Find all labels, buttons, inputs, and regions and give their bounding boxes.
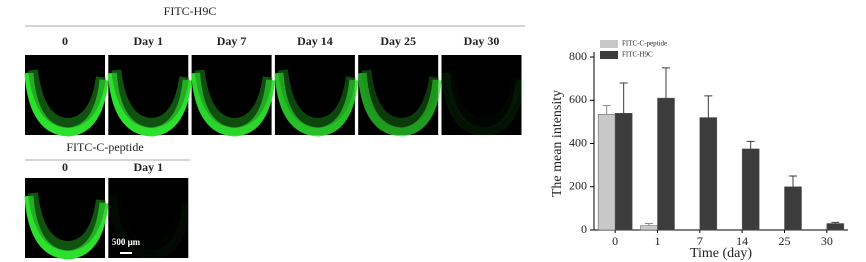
column-label: Day 1: [133, 160, 163, 174]
fluorescence-glow: [444, 69, 523, 129]
y-tick-label: 200: [569, 179, 587, 193]
error-bar: [789, 175, 797, 187]
y-tick-label: 400: [569, 135, 587, 149]
y-tick-label: 800: [569, 49, 587, 63]
x-axis-label: Time (day): [690, 246, 752, 261]
column-label: Day 14: [297, 34, 333, 48]
error-bar: [619, 82, 628, 114]
fluorescence-glow: [361, 69, 440, 129]
panel-title: FITC-C-peptide: [66, 140, 143, 154]
bar: [597, 114, 616, 231]
legend-label: FITC-H9C: [622, 51, 653, 59]
error-bar: [831, 221, 840, 224]
bar: [699, 117, 718, 231]
y-axis-label: The mean intensity: [550, 90, 565, 197]
x-tick-label: 1: [655, 234, 661, 248]
x-tick-label: 0: [612, 234, 618, 248]
fluorescence: [24, 195, 109, 260]
bar: [640, 225, 658, 231]
fluorescence: [274, 72, 359, 137]
fluorescence: [24, 72, 109, 137]
fluorescence: [107, 195, 192, 260]
error-bar: [662, 67, 670, 99]
column-label: 0: [62, 160, 68, 174]
fluorescence-glow: [28, 69, 106, 129]
error-bar: [746, 140, 755, 149]
x-tick-label: 30: [821, 234, 833, 248]
y-tick-label: 600: [569, 92, 587, 106]
column-label: Day 1: [133, 34, 163, 48]
scale-bar-label: 500 μm: [112, 237, 141, 247]
bar: [614, 112, 633, 231]
column-label: 0: [62, 34, 68, 48]
micrograph: [441, 55, 522, 135]
x-tick-label: 7: [697, 234, 703, 248]
fluorescence: [191, 72, 276, 137]
x-tick-label: 25: [779, 234, 791, 248]
fluorescence-glow: [28, 192, 106, 252]
column-label: Day 25: [380, 34, 416, 48]
legend-label: FITC-C-peptide: [622, 40, 667, 48]
bar: [784, 186, 802, 231]
legend-swatch: [600, 40, 618, 48]
fluorescence: [441, 72, 525, 137]
bar: [657, 97, 675, 231]
legend-swatch: [600, 51, 618, 59]
column-label: Day 30: [464, 34, 500, 48]
panel-title: FITC-H9C: [164, 4, 217, 18]
fluorescence: [107, 72, 192, 137]
y-tick-label: 0: [581, 222, 587, 236]
fluorescence-glow: [111, 69, 190, 129]
fluorescence-glow: [194, 69, 273, 129]
x-tick-label: 14: [736, 234, 748, 248]
fluorescence: [357, 72, 442, 137]
bar: [826, 223, 845, 231]
column-label: Day 7: [217, 34, 247, 48]
micrograph: [108, 178, 189, 258]
error-bar: [704, 95, 713, 118]
error-bar: [602, 105, 611, 115]
bar: [741, 148, 760, 231]
error-bar: [645, 223, 653, 226]
fluorescence-glow: [277, 69, 356, 129]
